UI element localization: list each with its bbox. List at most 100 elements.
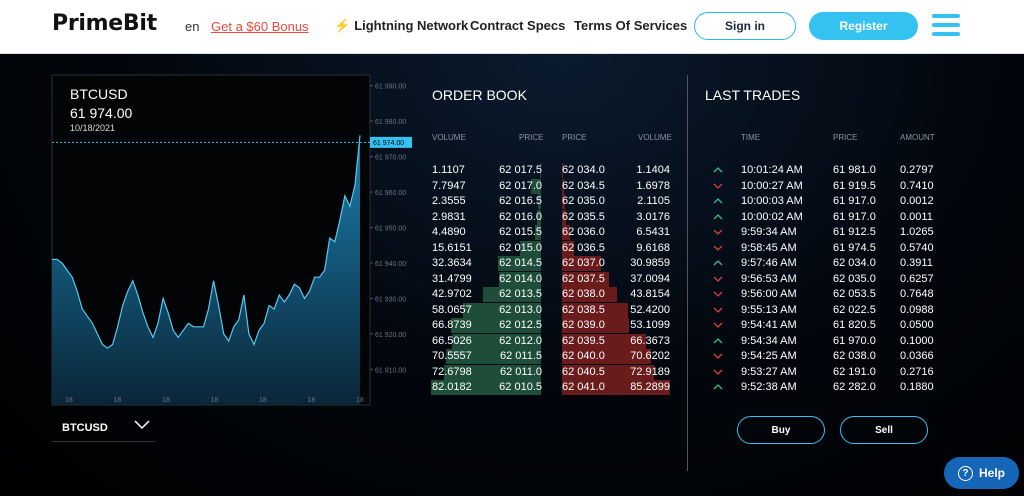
ask-price[interactable]: 62 039.0 [562, 319, 605, 331]
ask-depth-bar [562, 333, 647, 349]
bid-price[interactable]: 62 015.5 [499, 226, 542, 238]
x-tick-label: 18 [308, 397, 316, 404]
ask-depth-bar [562, 271, 609, 287]
trade-time: 9:55:13 AM [741, 303, 797, 316]
ask-price[interactable]: 62 041.0 [562, 381, 605, 393]
register-button[interactable]: Register [809, 12, 918, 40]
bid-volume[interactable]: 2.9831 [432, 210, 466, 223]
bid-volume[interactable]: 7.7947 [432, 179, 466, 192]
bid-price[interactable]: 62 012.0 [499, 334, 542, 347]
ask-price[interactable]: 62 036.0 [562, 226, 605, 238]
ask-volume[interactable]: 2.1105 [637, 195, 670, 207]
ask-volume[interactable]: 52.4200 [630, 303, 670, 316]
ask-volume[interactable]: 3.0176 [636, 210, 670, 223]
bid-volume[interactable]: 31.4799 [432, 272, 472, 285]
bid-volume[interactable]: 4.4890 [432, 226, 466, 238]
bid-depth-bar [483, 287, 541, 302]
trade-time: 10:01:24 AM [741, 164, 803, 176]
nav-terms-of-services[interactable]: Terms Of Services [574, 18, 688, 33]
bid-price[interactable]: 62 016.0 [499, 210, 542, 223]
x-tick-label: 18 [114, 397, 122, 404]
ask-price[interactable]: 62 034.0 [562, 164, 605, 176]
ask-price[interactable]: 62 038.5 [562, 303, 605, 316]
bid-price[interactable]: 62 010.5 [499, 381, 542, 393]
bid-volume[interactable]: 42.9702 [432, 288, 472, 300]
bid-price[interactable]: 62 016.5 [499, 195, 542, 207]
ask-price[interactable]: 62 039.5 [562, 334, 605, 347]
ask-volume[interactable]: 9.6168 [636, 241, 670, 254]
trade-price: 61 917.0 [833, 210, 876, 223]
bid-volume[interactable]: 66.8739 [432, 319, 472, 331]
bid-price[interactable]: 62 015.0 [499, 241, 542, 254]
bid-volume[interactable]: 2.3555 [432, 195, 466, 207]
price-chart[interactable]: 61 990.00 61 980.00 61 970.00 61 960.00 61 9… [0, 0, 416, 420]
trade-price: 61 820.5 [833, 319, 876, 331]
primebit-logo[interactable]: PrimeBit [52, 11, 157, 36]
bid-price[interactable]: 62 017.5 [499, 164, 542, 176]
hamburger-menu-icon[interactable] [932, 14, 960, 38]
arrow-down-icon [713, 291, 723, 297]
bid-price[interactable]: 62 017.0 [499, 179, 542, 192]
sell-button[interactable]: Sell [840, 416, 928, 444]
bid-price[interactable]: 62 014.0 [499, 272, 542, 285]
bid-volume[interactable]: 1.1107 [432, 164, 465, 176]
trade-price: 62 282.0 [833, 381, 876, 393]
symbol-selector[interactable]: BTCUSD [52, 414, 156, 442]
bid-volume[interactable]: 72.6798 [432, 365, 472, 378]
ask-price[interactable]: 62 040.0 [562, 350, 605, 362]
arrow-down-icon [713, 307, 723, 313]
bid-volume[interactable]: 70.5557 [432, 350, 472, 362]
ask-price[interactable]: 62 037.5 [562, 272, 605, 285]
ask-volume[interactable]: 70.6202 [630, 350, 670, 362]
ask-volume[interactable]: 53.1099 [630, 319, 670, 331]
bid-price[interactable]: 62 013.5 [499, 288, 542, 300]
bid-depth-bar [497, 256, 541, 271]
chart-date: 10/18/2021 [70, 123, 116, 133]
ask-price[interactable]: 62 035.5 [562, 210, 605, 223]
bonus-link[interactable]: Get a $60 Bonus [211, 19, 309, 34]
ask-volume[interactable]: 43.8154 [630, 288, 670, 300]
trade-amount: 0.0500 [900, 319, 934, 331]
buy-button[interactable]: Buy [737, 416, 825, 444]
bid-volume[interactable]: 66.5026 [432, 334, 472, 347]
language-selector[interactable]: en [185, 19, 200, 34]
bid-volume[interactable]: 58.0657 [432, 303, 472, 316]
ask-price[interactable]: 62 038.0 [562, 288, 605, 300]
trade-time: 10:00:27 AM [741, 179, 803, 192]
ask-volume[interactable]: 85.2899 [630, 381, 670, 393]
ask-volume[interactable]: 30.9859 [630, 257, 670, 269]
bid-price[interactable]: 62 011.0 [499, 365, 542, 378]
ask-volume[interactable]: 66.3673 [630, 334, 670, 347]
ask-price[interactable]: 62 034.5 [562, 179, 605, 192]
ob-header-volume-ask: VOLUME [638, 133, 672, 142]
ask-price[interactable]: 62 035.0 [562, 195, 605, 207]
y-tick-label: 61 990.00 [375, 84, 406, 91]
ask-price[interactable]: 62 036.5 [562, 241, 605, 254]
arrow-up-icon [713, 384, 723, 390]
bid-volume[interactable]: 82.0182 [432, 381, 472, 393]
bid-price[interactable]: 62 013.0 [499, 303, 542, 316]
trade-price: 62 022.5 [833, 303, 876, 316]
arrow-down-icon [713, 322, 723, 328]
bid-price[interactable]: 62 014.5 [499, 257, 542, 269]
ask-volume[interactable]: 6.5431 [636, 226, 670, 238]
x-tick-label: 18 [259, 397, 267, 404]
ask-volume[interactable]: 72.9189 [630, 365, 670, 378]
ask-volume[interactable]: 37.0094 [630, 272, 670, 285]
bid-depth-bar [431, 380, 541, 395]
arrow-down-icon [713, 276, 723, 282]
bid-volume[interactable]: 15.6151 [432, 241, 472, 254]
bid-price[interactable]: 62 012.5 [499, 319, 542, 331]
ask-price[interactable]: 62 040.5 [562, 365, 605, 378]
trade-price: 61 917.0 [833, 195, 876, 207]
ask-volume[interactable]: 1.6978 [636, 179, 670, 192]
bid-price[interactable]: 62 011.5 [499, 350, 542, 362]
nav-lightning-network[interactable]: ⚡ Lightning Network [334, 18, 468, 34]
ask-volume[interactable]: 1.1404 [636, 164, 670, 176]
trade-time: 10:00:03 AM [741, 195, 803, 207]
bid-volume[interactable]: 32.3634 [432, 257, 472, 269]
help-button[interactable]: ? Help [944, 457, 1019, 489]
ask-price[interactable]: 62 037.0 [562, 257, 605, 269]
nav-contract-specs[interactable]: Contract Specs [470, 18, 566, 33]
sign-in-button[interactable]: Sign in [694, 12, 796, 40]
